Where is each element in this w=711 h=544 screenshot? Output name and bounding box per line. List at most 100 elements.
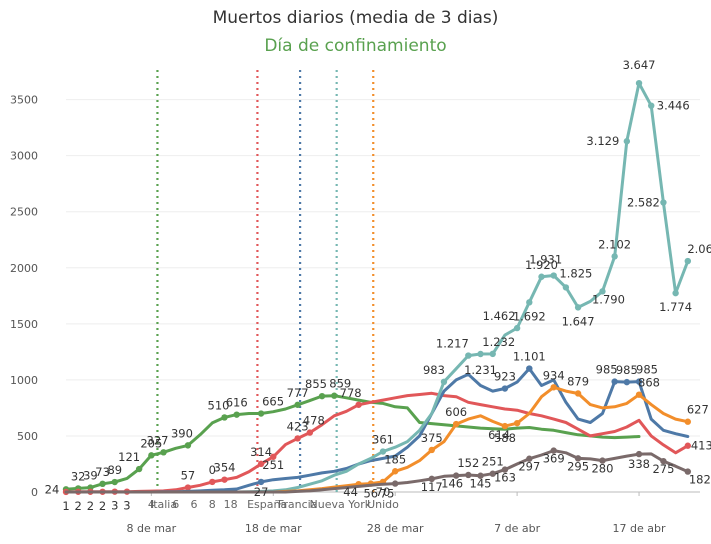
data-point	[513, 419, 521, 427]
data-label: 39	[83, 469, 98, 483]
data-point	[526, 455, 533, 462]
data-point	[684, 468, 692, 475]
data-label: 75	[380, 487, 395, 501]
data-point	[648, 102, 655, 109]
data-label: 1.647	[562, 314, 595, 328]
lockdown-annotation: 18	[224, 498, 238, 511]
data-point	[209, 478, 216, 486]
data-label: 251	[262, 458, 284, 472]
data-label: 2.060	[687, 242, 711, 256]
data-point	[135, 465, 143, 473]
data-label: 1.217	[436, 337, 469, 351]
data-point	[526, 299, 533, 306]
data-label: 423	[287, 419, 309, 433]
data-point	[623, 138, 631, 145]
data-label: 297	[518, 460, 540, 474]
data-label: 390	[171, 426, 193, 440]
data-label: 2.102	[598, 237, 631, 251]
data-point	[635, 378, 643, 385]
data-label: 985	[616, 363, 638, 377]
data-point	[489, 470, 496, 477]
data-point	[489, 350, 496, 358]
data-point	[465, 471, 472, 479]
data-point	[550, 272, 557, 279]
data-point	[562, 284, 570, 291]
data-label: 163	[494, 471, 516, 485]
data-label: 327	[147, 433, 169, 447]
data-label: 1	[62, 499, 69, 513]
y-tick-label: 0	[31, 486, 38, 499]
data-point	[660, 199, 667, 206]
data-label: 145	[470, 477, 492, 491]
data-label: 121	[118, 450, 140, 464]
y-tick-label: 3000	[10, 150, 38, 163]
data-label: 2.582	[627, 196, 660, 210]
data-label: 588	[494, 431, 516, 445]
data-point	[465, 352, 472, 359]
x-tick-label: 18 de mar	[245, 522, 302, 535]
data-point	[233, 411, 240, 418]
data-point	[477, 472, 484, 479]
data-label: 1.231	[464, 363, 497, 377]
data-point	[355, 401, 362, 408]
data-point	[428, 446, 435, 454]
data-label: 3.129	[586, 134, 619, 148]
data-label: 182	[689, 473, 711, 487]
data-label: 3	[123, 499, 130, 513]
data-label: 778	[340, 386, 362, 400]
data-label: 934	[543, 368, 565, 382]
data-point	[221, 414, 228, 421]
x-tick-label: 17 de abr	[613, 522, 666, 535]
lockdown-annotation: Italia	[150, 498, 177, 511]
data-label: 2	[75, 499, 82, 513]
lockdown-annotation: 8	[209, 498, 216, 511]
data-label: 1.774	[659, 300, 692, 314]
data-label: 614	[488, 428, 510, 442]
data-label: 275	[652, 462, 674, 476]
data-point	[331, 392, 338, 399]
data-point	[513, 324, 521, 332]
data-label: 606	[445, 405, 467, 419]
data-label: 1.825	[559, 266, 592, 280]
data-point	[184, 442, 192, 449]
data-label: 627	[687, 403, 709, 417]
data-label: 73	[95, 465, 110, 479]
data-label: 24	[45, 482, 60, 496]
y-tick-label: 3500	[10, 94, 38, 107]
data-point	[184, 484, 192, 491]
chart-subtitle: Día de confinamiento	[264, 36, 447, 56]
lockdown-annotation: Unido	[367, 498, 399, 511]
data-point	[684, 442, 692, 449]
data-label: 314	[250, 445, 272, 459]
data-label: 57	[181, 469, 196, 483]
data-point	[257, 410, 265, 417]
data-point	[501, 422, 509, 430]
data-label: 616	[226, 396, 248, 410]
data-point	[221, 476, 228, 483]
data-label: 146	[441, 477, 463, 491]
data-point	[574, 455, 582, 462]
data-label: 3	[111, 499, 118, 513]
x-tick-label: 28 de mar	[367, 522, 424, 535]
lockdown-annotation: Nueva York	[310, 498, 372, 511]
data-point	[501, 466, 509, 473]
y-tick-label: 2000	[10, 262, 38, 275]
data-label: 354	[214, 461, 236, 475]
x-tick-label: 8 de mar	[126, 522, 176, 535]
data-point	[270, 453, 277, 460]
lockdown-annotation: 6	[191, 498, 198, 511]
data-point	[574, 304, 582, 311]
data-label: 280	[591, 462, 613, 476]
data-label: 859	[329, 377, 351, 391]
data-label: 3.647	[623, 58, 656, 72]
data-label: 295	[567, 459, 589, 473]
data-label: 1.232	[482, 335, 515, 349]
data-point	[452, 420, 460, 428]
data-label: 478	[303, 414, 325, 428]
data-point	[294, 401, 301, 408]
data-label: 2	[99, 499, 106, 513]
data-label: 777	[287, 386, 309, 400]
data-label: 1.101	[513, 350, 546, 364]
chart-title: Muertos diarios (media de 3 dias)	[212, 8, 499, 28]
